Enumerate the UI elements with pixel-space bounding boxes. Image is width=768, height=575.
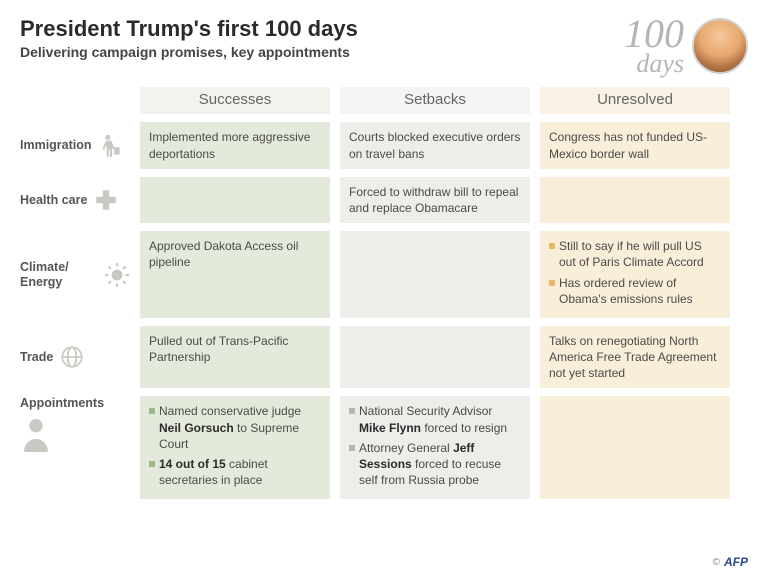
header-right: 100 days [624,16,748,75]
row-label: Health care [20,193,87,207]
cell-climate-setbacks [340,231,530,318]
sun-icon [104,262,130,288]
cell-trade-setbacks [340,326,530,389]
cell-appointments-setbacks: National Security Advisor Mike Flynn for… [340,396,530,499]
row-label: Appointments [20,396,104,410]
hundred-number: 100 [624,16,684,52]
globe-icon [59,344,85,370]
col-head-successes: Successes [140,87,330,114]
cell-appointments-unresolved [540,396,730,499]
hundred-days-badge: 100 days [624,16,684,75]
list-item: National Security Advisor Mike Flynn for… [349,403,521,435]
header-left: President Trump's first 100 days Deliver… [20,16,624,60]
cell-healthcare-setbacks: Forced to withdraw bill to repeal and re… [340,177,530,223]
row-head-immigration: Immigration [20,122,130,168]
page-title: President Trump's first 100 days [20,16,624,42]
credit-line: © AFP [713,555,748,569]
row-head-climate: Climate/ Energy [20,231,130,318]
page-subtitle: Delivering campaign promises, key appoin… [20,44,624,60]
col-head-unresolved: Unresolved [540,87,730,114]
header: President Trump's first 100 days Deliver… [20,16,748,75]
matrix-grid: Successes Setbacks Unresolved Immigratio… [20,87,748,499]
row-head-trade: Trade [20,326,130,389]
list-item: Has ordered review of Obama's emissions … [549,275,721,307]
cell-immigration-successes: Implemented more aggressive deportations [140,122,330,168]
cell-healthcare-successes [140,177,330,223]
list-item: Still to say if he will pull US out of P… [549,238,721,270]
list-item: Attorney General Jeff Sessions forced to… [349,440,521,489]
cell-climate-successes: Approved Dakota Access oil pipeline [140,231,330,318]
col-head-setbacks: Setbacks [340,87,530,114]
row-label: Climate/ Energy [20,260,98,289]
cell-climate-unresolved: Still to say if he will pull US out of P… [540,231,730,318]
afp-logo: AFP [724,555,748,569]
cell-immigration-setbacks: Courts blocked executive orders on trave… [340,122,530,168]
copyright-symbol: © [713,557,720,568]
cell-immigration-unresolved: Congress has not funded US-Mexico border… [540,122,730,168]
cell-trade-successes: Pulled out of Trans-Pacific Partnership [140,326,330,389]
appointments-successes-list: Named conservative judge Neil Gorsuch to… [149,403,321,488]
row-head-healthcare: Health care [20,177,130,223]
corner-spacer [20,87,130,114]
person-silhouette-icon [20,415,52,451]
trump-avatar [692,18,748,74]
climate-unresolved-list: Still to say if he will pull US out of P… [549,238,721,307]
appointments-setbacks-list: National Security Advisor Mike Flynn for… [349,403,521,488]
person-luggage-icon [98,133,124,159]
list-item: Named conservative judge Neil Gorsuch to… [149,403,321,452]
row-label: Immigration [20,138,92,152]
list-item: 14 out of 15 cabinet secretaries in plac… [149,456,321,488]
cell-trade-unresolved: Talks on renegotiating North America Fre… [540,326,730,389]
cell-healthcare-unresolved [540,177,730,223]
medical-cross-icon [93,187,119,213]
row-head-appointments: Appointments [20,396,130,499]
row-label: Trade [20,350,53,364]
cell-appointments-successes: Named conservative judge Neil Gorsuch to… [140,396,330,499]
